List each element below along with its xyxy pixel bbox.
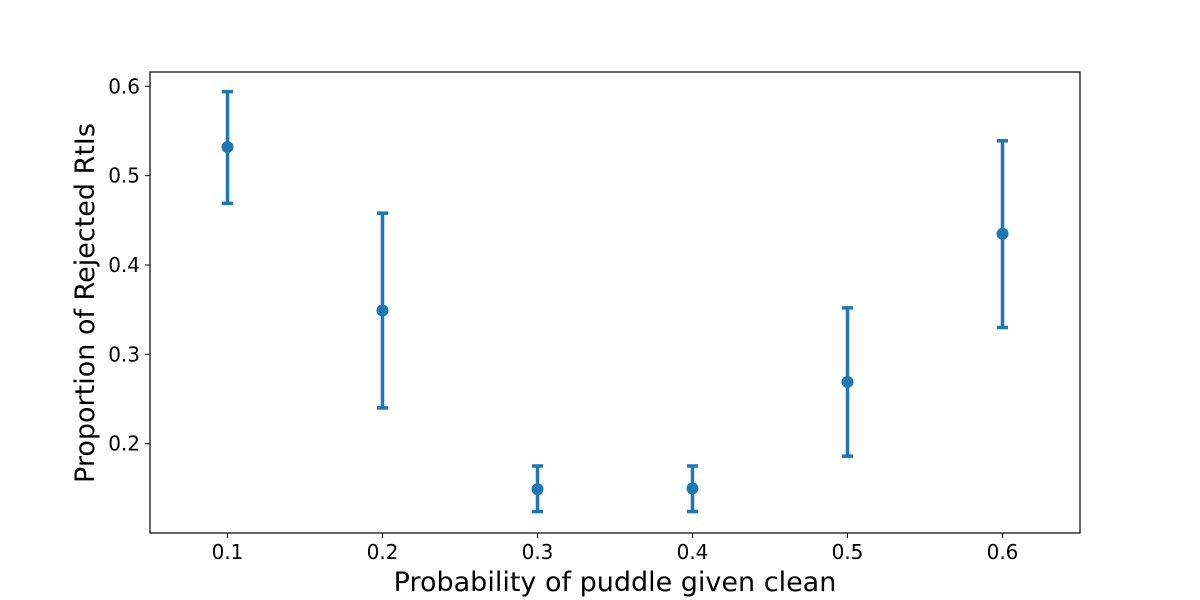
data-point	[531, 483, 544, 496]
y-tick-label: 0.6	[108, 74, 140, 98]
y-tick-label: 0.2	[108, 432, 140, 456]
plot-area	[149, 71, 1081, 534]
axis-ticks: 0.1 0.2 0.3 0.4 0.5 0.6 0.2 0.3 0.4 0.5 0.6	[108, 74, 1018, 564]
x-tick-label: 0.4	[677, 540, 709, 564]
x-tick-label: 0.3	[522, 540, 554, 564]
data-point	[686, 482, 699, 495]
y-tick-label: 0.4	[108, 253, 140, 277]
x-tick-label: 0.1	[212, 540, 244, 564]
data-marks	[221, 89, 1009, 514]
x-tick-label: 0.5	[832, 540, 864, 564]
y-tick-label: 0.3	[108, 342, 140, 366]
data-point	[996, 227, 1009, 240]
x-axis-label: Probability of puddle given clean	[394, 567, 837, 598]
data-point	[841, 376, 854, 389]
data-point	[221, 141, 234, 154]
x-tick-label: 0.2	[367, 540, 399, 564]
y-axis-label: Proportion of Rejected RtIs	[70, 123, 101, 483]
data-point	[376, 304, 389, 317]
y-tick-label: 0.5	[108, 164, 140, 188]
x-tick-label: 0.6	[987, 540, 1019, 564]
